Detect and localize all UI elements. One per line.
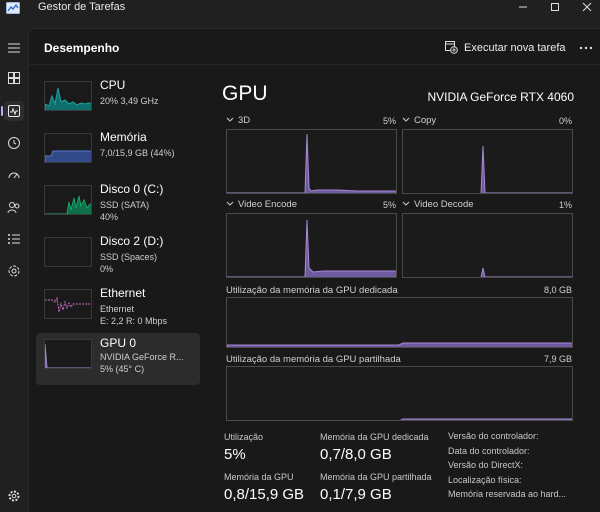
perf-item-name: Memória [100,130,147,144]
engine-copy-graph [402,129,573,194]
perf-item-name: Disco 0 (C:) [100,182,164,196]
chevron-down-icon [402,199,410,210]
header-divider [29,64,600,65]
close-button[interactable] [576,0,598,14]
run-task-icon [444,40,458,57]
dedicated-memory-graph [226,297,573,348]
dedicated-memory-label: Utilização da memória da GPU dedicada [226,285,398,296]
gpu-memory-stat-value: 0,8/15,9 GB [224,486,305,503]
utilization-label: Utilização [224,432,264,442]
perf-item-detail: 7,0/15,9 GB (44%) [100,148,175,158]
run-new-task-button[interactable]: Executar nova tarefa [444,39,566,57]
perf-item-disk2[interactable]: Disco 2 (D:) SSD (Spaces) 0% [36,231,200,283]
perf-item-detail: Ethernet [100,304,135,314]
performance-icon[interactable] [1,101,24,121]
engine-percent: 5% [382,116,396,126]
engine-video-decode-selector[interactable]: Video Decode [402,199,474,210]
perf-item-name: CPU [100,78,126,92]
engine-video-decode-graph [402,213,573,278]
perf-item-cpu[interactable]: CPU 20% 3,49 GHz [36,75,200,127]
more-icon [579,46,593,50]
perf-item-gpu0[interactable]: GPU 0 NVIDIA GeForce R... 5% (45° C) [36,333,200,385]
gpu-model: NVIDIA GeForce RTX 4060 [427,90,574,104]
engine-percent: 0% [558,116,572,126]
users-icon[interactable] [4,197,24,217]
engine-percent: 1% [558,200,572,210]
engine-label: Copy [414,115,437,126]
ethernet-thumbnail [44,289,92,319]
navigation-rail [0,16,28,512]
maximize-button[interactable] [544,0,566,14]
engine-video-encode-selector[interactable]: Video Encode [226,199,297,210]
hardware-reserved-memory-label: Memória reservada ao hard... [448,489,567,499]
disk0-thumbnail [44,185,92,215]
gpu-title: GPU [222,82,268,105]
utilization-value: 5% [224,446,246,463]
window-title: Gestor de Tarefas [38,1,126,13]
perf-item-detail: SSD (SATA) [100,200,150,210]
shared-memory-stat-value: 0,1/7,9 GB [320,486,392,503]
chevron-down-icon [226,199,234,210]
gpu0-thumbnail [44,339,92,369]
engine-video-encode-graph [226,213,397,278]
perf-item-ethernet[interactable]: Ethernet Ethernet E: 2,2 R: 0 Mbps [36,283,200,335]
services-icon[interactable] [4,261,24,281]
chevron-down-icon [402,115,410,126]
perf-item-detail: SSD (Spaces) [100,252,158,262]
engine-label: 3D [238,115,251,126]
app-history-icon[interactable] [4,133,24,153]
page-title: Desempenho [44,41,120,55]
perf-item-memory[interactable]: Memória 7,0/15,9 GB (44%) [36,127,200,179]
perf-item-detail: 20% 3,49 GHz [100,96,159,106]
perf-item-name: Disco 2 (D:) [100,234,164,248]
perf-item-detail-2: E: 2,2 R: 0 Mbps [100,316,168,326]
cpu-thumbnail [44,81,92,111]
engine-3d-selector[interactable]: 3D [226,115,250,126]
engine-3d-graph [226,129,397,194]
gpu-memory-stat-label: Memória da GPU [224,472,294,482]
perf-item-name: GPU 0 [100,336,137,350]
shared-memory-graph [226,366,573,421]
perf-item-disk0[interactable]: Disco 0 (C:) SSD (SATA) 40% [36,179,200,231]
physical-location-label: Localização física: [448,475,522,485]
perf-item-detail-2: 5% (45° C) [100,364,145,374]
details-icon[interactable] [4,229,24,249]
engine-label: Video Decode [414,199,474,210]
directx-version-label: Versão do DirectX: [448,460,524,470]
engine-label: Video Encode [238,199,297,210]
perf-item-detail-2: 40% [100,212,119,222]
disk2-thumbnail [44,237,92,267]
shared-memory-label: Utilização da memória da GPU partilhada [226,354,401,365]
title-bar: Gestor de Tarefas [0,0,600,16]
engine-percent: 5% [382,200,396,210]
minimize-button[interactable] [512,0,534,14]
menu-icon[interactable] [4,38,24,58]
settings-icon[interactable] [4,486,24,506]
engine-copy-selector[interactable]: Copy [402,115,436,126]
dedicated-memory-max: 8,0 GB [543,285,572,295]
chevron-down-icon [226,115,234,126]
perf-item-detail: NVIDIA GeForce R... [100,352,184,362]
more-options-button[interactable] [576,40,596,56]
memory-thumbnail [44,133,92,163]
shared-memory-max: 7,9 GB [543,354,572,364]
shared-memory-stat-label: Memória da GPU partilhada [320,472,432,482]
dedicated-memory-stat-label: Memória da GPU dedicada [320,432,429,442]
perf-item-detail-2: 0% [100,264,114,274]
run-task-label: Executar nova tarefa [464,42,566,54]
driver-version-label: Versão do controlador: [448,431,539,441]
startup-apps-icon[interactable] [4,165,24,185]
processes-icon[interactable] [4,68,24,88]
perf-item-name: Ethernet [100,286,146,300]
dedicated-memory-stat-value: 0,7/8,0 GB [320,446,392,463]
driver-date-label: Data do controlador: [448,446,530,456]
task-manager-app-icon [6,1,20,14]
